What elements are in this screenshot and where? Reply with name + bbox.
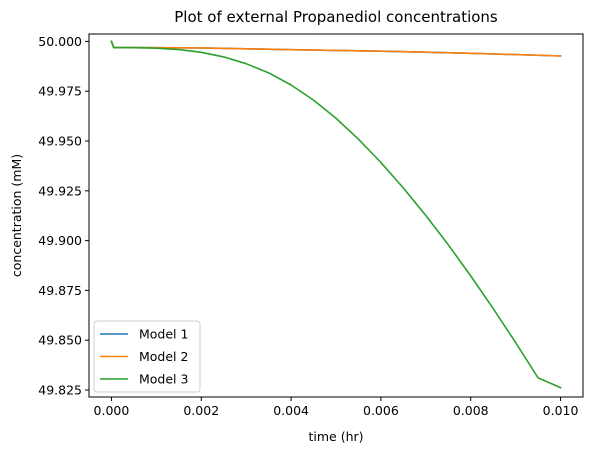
legend: Model 1 Model 2 Model 3 bbox=[93, 320, 201, 393]
y-tick-label: 50.000 bbox=[38, 34, 82, 49]
y-tick-label: 49.975 bbox=[38, 84, 82, 99]
series-line-model-3 bbox=[110, 40, 562, 389]
legend-label-model-2: Model 2 bbox=[139, 349, 188, 364]
y-tick-label: 49.825 bbox=[38, 383, 82, 398]
y-axis-label: concentration (mM) bbox=[9, 154, 24, 277]
legend-frame bbox=[93, 320, 201, 393]
y-tick-label: 49.850 bbox=[38, 333, 82, 348]
y-tick-label: 49.875 bbox=[38, 283, 82, 298]
legend-label-model-1: Model 1 bbox=[139, 327, 188, 342]
ticks-layer: 0.000 0.002 0.004 0.006 0.008 0.010 49.825 49.8… bbox=[38, 34, 578, 418]
x-tick-label: 0.004 bbox=[273, 403, 309, 418]
x-tick-label: 0.008 bbox=[453, 403, 489, 418]
x-tick-label: 0.000 bbox=[94, 403, 130, 418]
chart-title: Plot of external Propanediol concentrati… bbox=[174, 8, 498, 26]
y-tick-label: 49.925 bbox=[38, 183, 82, 198]
x-tick-label: 0.010 bbox=[543, 403, 579, 418]
x-tick-label: 0.002 bbox=[183, 403, 219, 418]
y-tick-label: 49.900 bbox=[38, 233, 82, 248]
x-tick-label: 0.006 bbox=[363, 403, 399, 418]
series-layer bbox=[110, 40, 562, 389]
legend-label-model-3: Model 3 bbox=[139, 372, 188, 387]
y-tick-label: 49.950 bbox=[38, 133, 82, 148]
x-axis-label: time (hr) bbox=[308, 429, 363, 444]
plot-frame bbox=[88, 33, 584, 398]
